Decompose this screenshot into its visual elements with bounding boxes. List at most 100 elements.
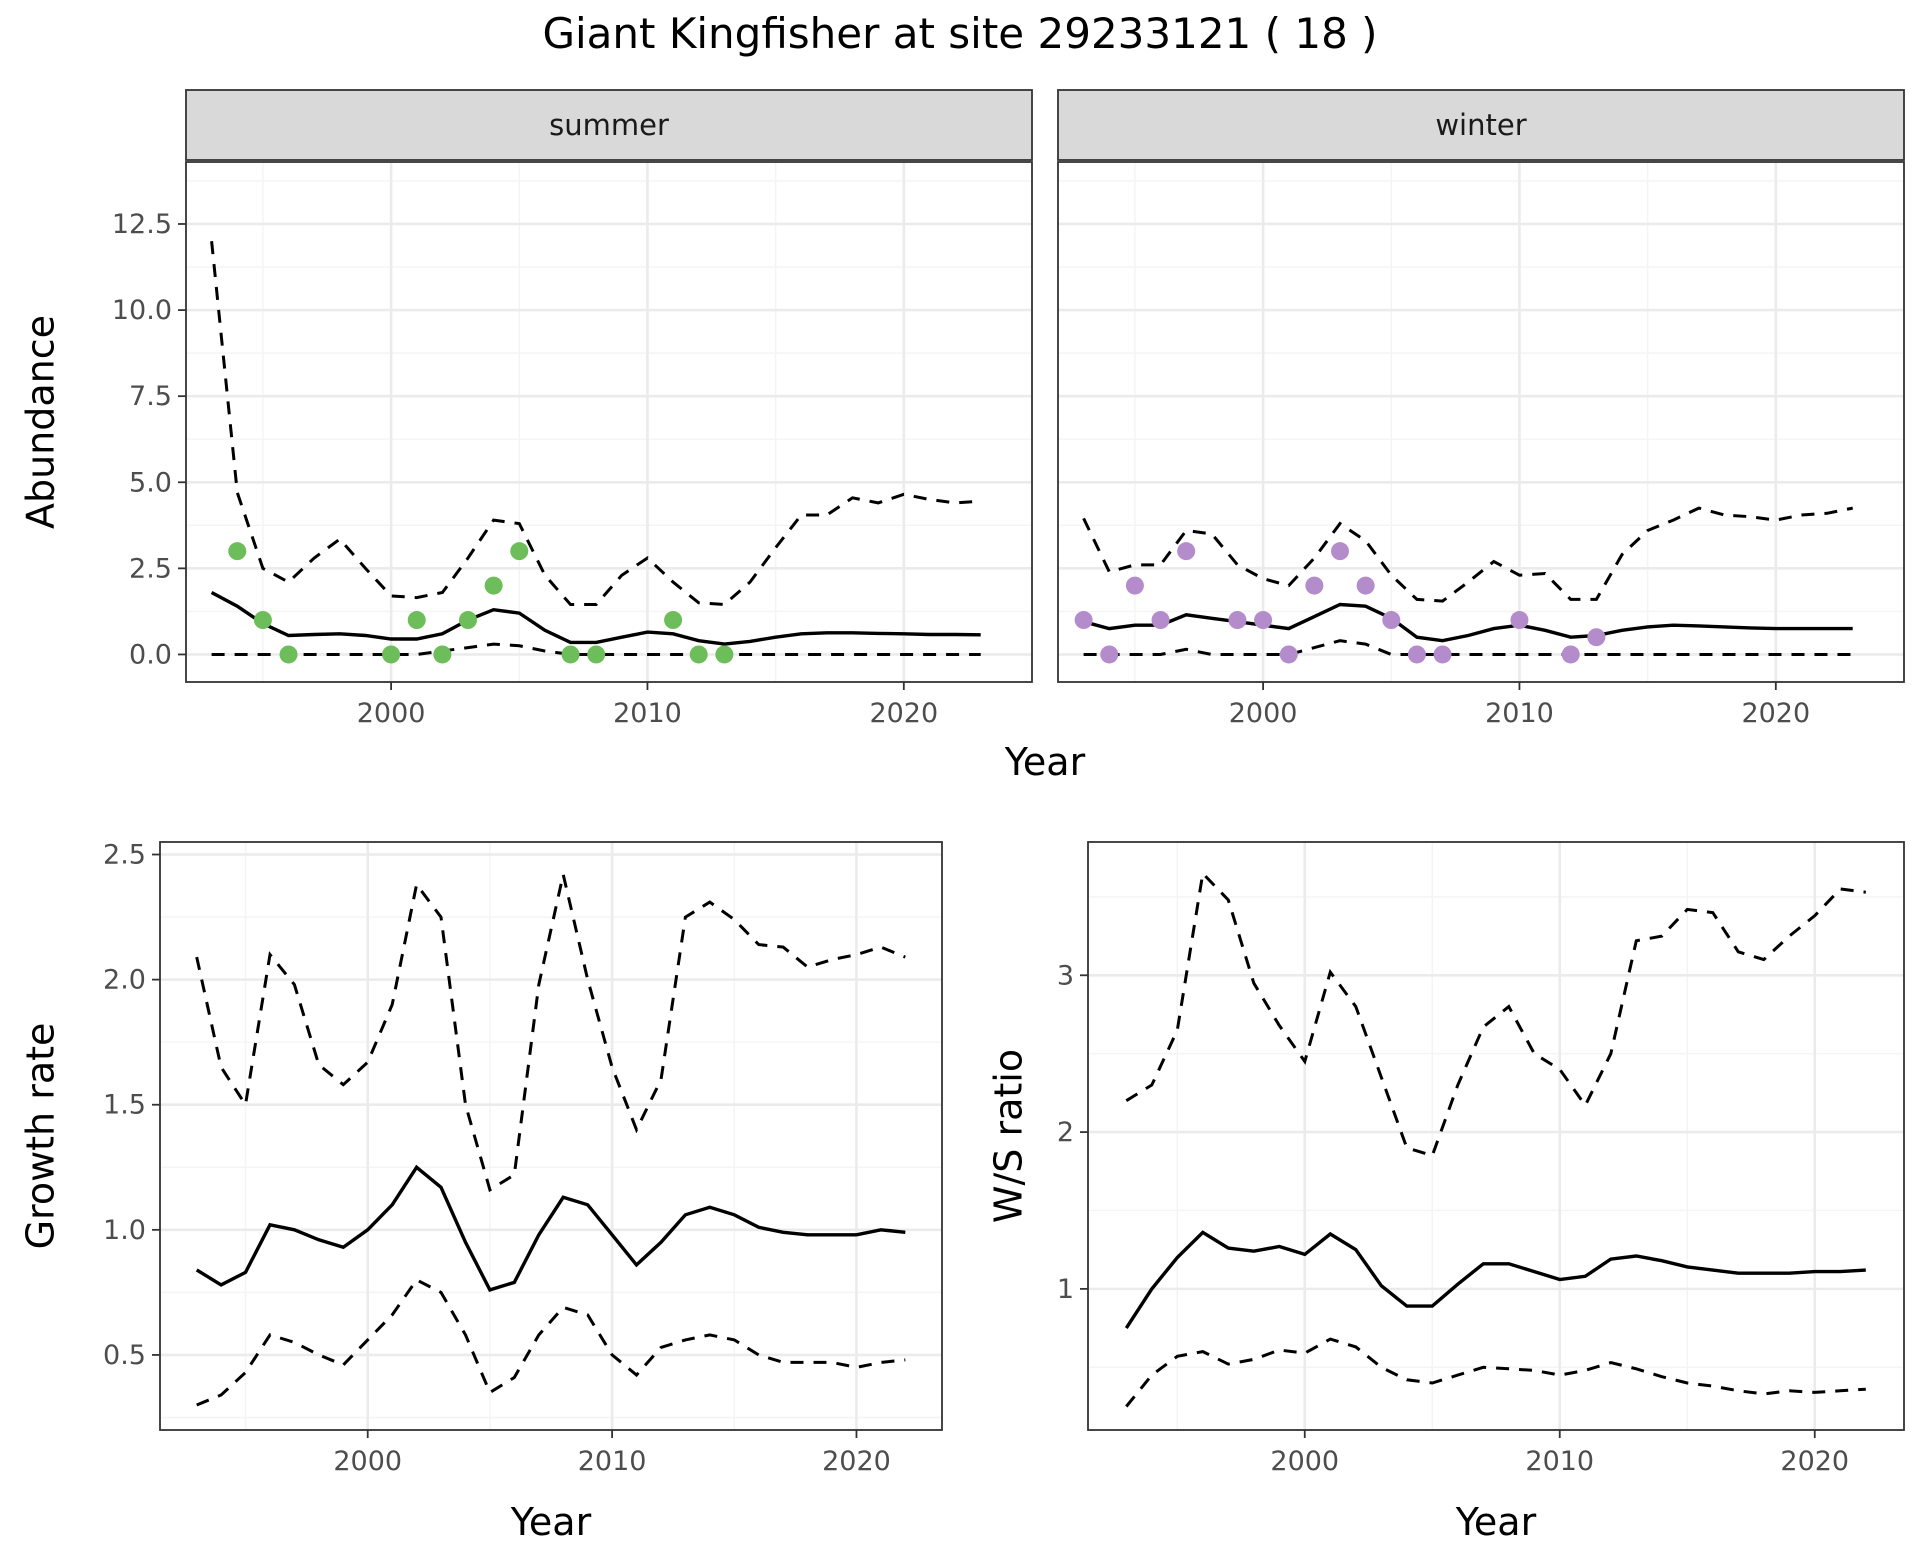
data-point	[253, 611, 272, 630]
series-lines	[1082, 506, 1853, 656]
x-tick-label: 2010	[578, 1446, 647, 1477]
data-point	[689, 645, 708, 664]
y-tick-label: 3	[1057, 960, 1074, 991]
facet-strip-label: winter	[1435, 108, 1526, 142]
series-line-lower	[1125, 1337, 1866, 1408]
x-tick-label: 2010	[1485, 698, 1554, 729]
data-point	[1305, 576, 1324, 595]
data-point	[1100, 645, 1119, 664]
data-point	[382, 645, 401, 664]
data-point	[1407, 645, 1426, 664]
figure-title: Giant Kingfisher at site 29233121 ( 18 )	[542, 9, 1377, 58]
series-lines	[210, 241, 981, 656]
data-point	[459, 611, 477, 630]
y-axis-ticks: 0.0 2.5 5.0 7.5 10.0 12.5	[112, 209, 186, 670]
series-lines	[1124, 870, 1866, 1408]
x-tick-label: 2020	[1741, 698, 1810, 729]
growth-rate-chart: 2000 2010 2020 0.5 1.0 1.5 2.0 2.5 Growth rate Ye…	[18, 840, 943, 1544]
data-point	[1125, 576, 1144, 595]
data-point	[1331, 542, 1349, 561]
data-point	[1510, 611, 1529, 630]
data-point	[1279, 645, 1298, 664]
y-tick-label: 2	[1057, 1117, 1074, 1148]
data-point	[664, 611, 683, 630]
y-tick-label: 2.5	[129, 553, 172, 584]
data-point	[1254, 611, 1273, 630]
series-line-upper	[1125, 870, 1866, 1158]
series-line-lower	[196, 1277, 906, 1407]
x-tick-label: 2000	[1229, 698, 1298, 729]
panel-border	[1087, 841, 1905, 1431]
x-tick-label: 2000	[1270, 1446, 1339, 1477]
y-tick-label: 12.5	[112, 209, 172, 240]
x-axis-title: Year	[1455, 1500, 1537, 1544]
y-tick-label: 0.0	[129, 639, 172, 670]
x-tick-label: 2010	[613, 698, 682, 729]
y-axis-title: Abundance	[18, 315, 62, 529]
y-tick-label: 7.5	[129, 381, 172, 412]
series-line-lower	[1083, 639, 1853, 656]
x-axis-title: Year	[510, 1500, 592, 1544]
data-point	[1228, 611, 1247, 630]
panel-border	[185, 161, 1033, 683]
y-tick-label: 1.0	[103, 1215, 146, 1246]
series-line-mean	[195, 1164, 906, 1292]
x-tick-label: 2020	[822, 1446, 891, 1477]
data-point	[433, 645, 452, 664]
x-tick-label: 2020	[869, 698, 938, 729]
y-tick-label: 5.0	[129, 467, 172, 498]
data-point	[1433, 645, 1452, 664]
data-points	[1074, 542, 1606, 664]
y-tick-label: 1.5	[103, 1090, 146, 1121]
data-point	[1074, 611, 1093, 630]
data-point	[1151, 611, 1170, 630]
x-axis-ticks: 2000 2010 2020	[357, 682, 938, 729]
data-points	[228, 542, 734, 664]
facet-strip	[185, 89, 1033, 161]
x-tick-label: 2010	[1525, 1446, 1594, 1477]
x-axis-ticks: 2000 2010 2020	[333, 1430, 891, 1477]
y-axis-title: Growth rate	[18, 1023, 62, 1250]
series-lines	[195, 874, 906, 1407]
x-tick-label: 2020	[1780, 1446, 1849, 1477]
data-point	[587, 645, 606, 664]
ws-ratio-chart: 2000 2010 2020 1 2 3 W/S ratio Year	[986, 841, 1905, 1544]
y-tick-label: 10.0	[112, 295, 172, 326]
grid-lines	[160, 842, 942, 1430]
y-tick-label: 2.5	[103, 840, 146, 871]
series-line-mean	[1083, 602, 1853, 643]
panel-border	[1057, 161, 1905, 683]
y-axis-ticks: 0.5 1.0 1.5 2.0 2.5	[103, 840, 160, 1371]
data-point	[407, 611, 426, 630]
series-line-upper	[210, 241, 981, 607]
data-point	[715, 645, 734, 664]
facet-strip	[1057, 89, 1905, 161]
y-tick-label: 2.0	[103, 965, 146, 996]
abundance-chart: summer 2000 2010 2020 0.0 2.5 5.0 7.5 10.0 12.5 wi…	[18, 89, 1905, 784]
facet-summer: summer 2000 2010 2020 0.0 2.5 5.0 7.5 10.0 12.5	[112, 89, 1033, 729]
x-tick-label: 2000	[357, 698, 426, 729]
y-axis-ticks: 1 2 3	[1057, 960, 1088, 1305]
x-axis-ticks: 2000 2010 2020	[1229, 682, 1810, 729]
data-point	[228, 542, 247, 561]
data-point	[1177, 542, 1196, 561]
series-line-upper	[195, 874, 906, 1193]
series-line-mean	[210, 590, 981, 646]
x-axis-title: Year	[1004, 740, 1086, 784]
y-axis-title: W/S ratio	[986, 1049, 1030, 1223]
y-tick-label: 0.5	[103, 1340, 146, 1371]
facet-winter: winter 2000 2010 2020	[1057, 89, 1905, 729]
grid-lines	[1088, 842, 1904, 1430]
y-tick-label: 1	[1057, 1274, 1074, 1305]
series-line-mean	[1124, 1230, 1866, 1330]
x-tick-label: 2000	[333, 1446, 402, 1477]
panel-border	[159, 841, 943, 1431]
data-point	[1561, 645, 1580, 664]
data-point	[1587, 628, 1606, 647]
data-point	[279, 645, 298, 664]
facet-strip-label: summer	[549, 108, 669, 142]
data-point	[561, 645, 580, 664]
data-point	[1356, 576, 1375, 595]
